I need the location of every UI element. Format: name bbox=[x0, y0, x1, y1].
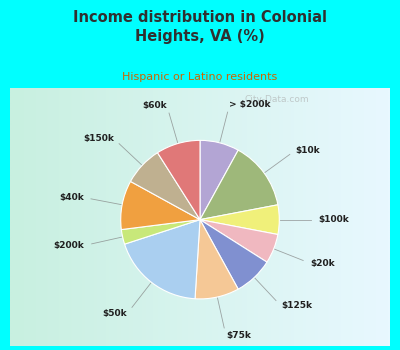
Text: $20k: $20k bbox=[310, 259, 335, 268]
Wedge shape bbox=[200, 205, 279, 235]
Wedge shape bbox=[200, 140, 238, 220]
Text: Hispanic or Latino residents: Hispanic or Latino residents bbox=[122, 72, 278, 82]
Wedge shape bbox=[200, 220, 278, 262]
Wedge shape bbox=[130, 153, 200, 220]
Text: $60k: $60k bbox=[142, 102, 167, 111]
Text: $10k: $10k bbox=[296, 146, 320, 155]
Text: $150k: $150k bbox=[83, 134, 114, 143]
Text: $100k: $100k bbox=[318, 215, 349, 224]
Wedge shape bbox=[200, 220, 267, 289]
Text: City-Data.com: City-Data.com bbox=[244, 95, 309, 104]
Wedge shape bbox=[121, 220, 200, 244]
Text: $200k: $200k bbox=[54, 241, 84, 250]
Wedge shape bbox=[195, 220, 238, 299]
Wedge shape bbox=[124, 220, 200, 299]
Text: $50k: $50k bbox=[103, 309, 128, 318]
Wedge shape bbox=[200, 150, 278, 220]
Text: Income distribution in Colonial
Heights, VA (%): Income distribution in Colonial Heights,… bbox=[73, 10, 327, 44]
Wedge shape bbox=[121, 181, 200, 230]
Wedge shape bbox=[158, 140, 200, 220]
Text: > $200k: > $200k bbox=[230, 100, 271, 110]
Text: $125k: $125k bbox=[281, 301, 312, 310]
Text: $75k: $75k bbox=[226, 331, 251, 340]
Text: $40k: $40k bbox=[59, 193, 84, 202]
